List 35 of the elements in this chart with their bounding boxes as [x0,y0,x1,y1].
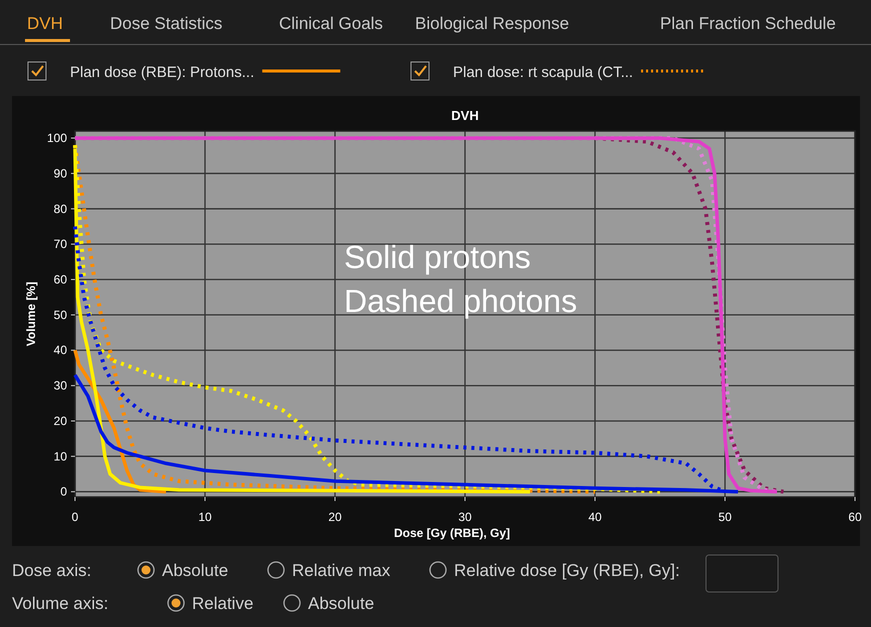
text: Plan Fraction Schedule [660,14,836,33]
text: Clinical Goals [279,14,383,33]
y-axis-title: Volume [%] [24,282,38,346]
text: Absolute [162,561,228,580]
text: Dose Statistics [110,14,222,33]
text: Relative max [292,561,391,580]
text: Plan dose: rt scapula (CT... [453,64,634,81]
chart-title: DVH [451,108,479,123]
x-tick-label: 60 [848,510,862,524]
text: Relative dose [Gy (RBE), Gy]: [454,561,680,580]
x-tick-label: 40 [588,510,602,524]
text: DVH [27,14,63,33]
y-tick-label: 90 [54,166,68,180]
x-tick-label: 30 [458,510,472,524]
y-tick-label: 30 [54,378,68,393]
y-tick-label: 20 [54,414,68,428]
y-tick-label: 60 [54,272,68,287]
text: Dose axis: [12,561,92,580]
x-tick-label: 0 [72,510,79,524]
text: Volume axis: [12,594,108,613]
text: Absolute [308,594,374,613]
y-tick-label: 80 [54,202,68,216]
x-tick-label: 50 [718,510,732,524]
x-axis-title: Dose [Gy (RBE), Gy] [394,526,510,540]
text: Biological Response [415,14,570,33]
y-tick-label: 40 [54,343,68,358]
y-tick-label: 70 [54,237,68,252]
y-tick-label: 100 [46,131,68,146]
x-tick-label: 20 [328,510,342,524]
y-tick-label: 0 [60,484,68,499]
x-tick-label: 10 [198,510,212,524]
text: Plan dose (RBE): Protons... [70,64,254,81]
text: Relative [192,594,254,613]
y-tick-label: 50 [54,308,68,322]
y-tick-label: 10 [54,449,68,464]
